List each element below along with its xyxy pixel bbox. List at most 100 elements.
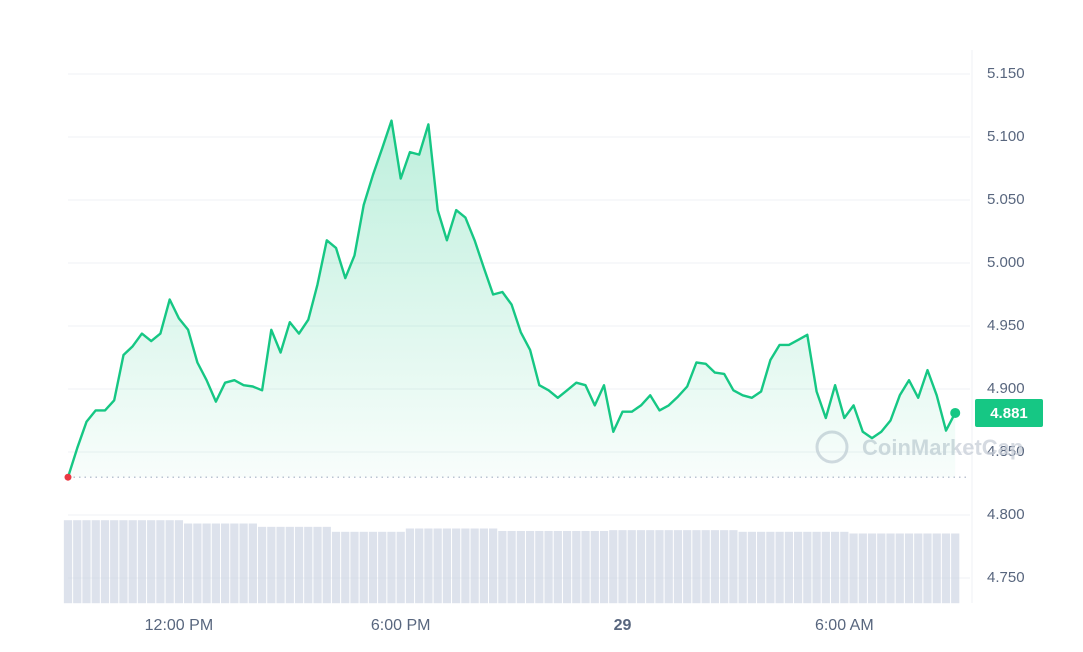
volume-bar (433, 528, 442, 604)
volume-bar (452, 528, 461, 604)
volume-bar (535, 530, 544, 604)
volume-bar (766, 531, 775, 604)
volume-bar (442, 528, 452, 604)
volume-bar (914, 533, 923, 604)
volume-bar (350, 531, 359, 604)
volume-bar (415, 528, 424, 604)
volume-bar (378, 531, 387, 604)
y-tick-label: 4.750 (987, 569, 1025, 586)
price-tag-label: 4.881 (990, 405, 1028, 422)
volume-bar (793, 531, 803, 604)
volume-bar (747, 531, 757, 604)
volume-bar (405, 528, 415, 604)
volume-bar (830, 531, 840, 604)
x-tick-label: 6:00 AM (815, 617, 874, 634)
volume-bar (461, 528, 470, 604)
volume-bar (128, 520, 137, 604)
price-line (66, 119, 957, 478)
volume-bar (368, 531, 378, 604)
volume-bar (110, 520, 119, 604)
x-tick-label: 6:00 PM (371, 617, 431, 634)
volume-bar (220, 523, 230, 604)
volume-bar (618, 530, 627, 604)
volume-bar (396, 531, 405, 604)
volume-bar (489, 528, 498, 604)
volume-bar (609, 530, 618, 604)
volume-bar (91, 520, 100, 604)
y-tick-label: 5.150 (987, 65, 1025, 82)
volume-bar (470, 528, 479, 604)
volume-bar (923, 533, 932, 604)
volume-bar (507, 530, 516, 604)
volume-bar (590, 530, 599, 604)
volume-bar (636, 530, 646, 604)
volume-bar (341, 531, 350, 604)
volume-bar (525, 530, 535, 604)
last-marker (950, 407, 961, 418)
volume-bar (193, 523, 202, 604)
volume-bar (137, 520, 147, 604)
volume-bar (516, 530, 525, 604)
volume-bar (673, 530, 683, 604)
price-tag (975, 398, 1043, 427)
volume-bar (738, 531, 747, 604)
volume-bar (424, 528, 433, 604)
volume-bar (331, 531, 341, 604)
volume-bar (100, 520, 110, 604)
volume-bar (73, 520, 82, 604)
volume-bar (886, 533, 895, 604)
volume-bar (184, 523, 193, 604)
volume-bar (867, 533, 877, 604)
volume-bar (211, 523, 220, 604)
volume-bar (479, 528, 489, 604)
start-marker (64, 473, 72, 481)
price-area (68, 120, 956, 478)
volume-bar (544, 530, 553, 604)
volume-bar (572, 530, 581, 604)
volume-bar (877, 533, 886, 604)
volume-bar (239, 523, 248, 604)
volume-bar (294, 526, 304, 604)
volume-bar (498, 530, 507, 604)
y-tick-label: 5.100 (987, 128, 1025, 145)
volume-bar (276, 526, 285, 604)
volume-bar (599, 530, 609, 604)
volume-bar (710, 530, 720, 604)
x-tick-label: 29 (614, 617, 632, 634)
volume-bar (174, 520, 184, 604)
volume-bar (951, 533, 960, 604)
volume-bar (82, 520, 91, 604)
volume-bar (63, 520, 73, 604)
volume-bar (257, 526, 267, 604)
volume-bar (627, 530, 636, 604)
volume-bar (156, 520, 165, 604)
y-tick-label: 5.000 (987, 254, 1025, 271)
volume-bar (285, 526, 294, 604)
volume-bar (692, 530, 701, 604)
volume-bar (720, 530, 729, 604)
volume-bar (840, 531, 849, 604)
volume-bar (267, 526, 276, 604)
volume-bar (248, 523, 257, 604)
volume-bar (941, 533, 951, 604)
volume-bar (858, 533, 867, 604)
volume-bar (313, 526, 322, 604)
y-tick-label: 4.950 (987, 317, 1025, 334)
volume-bar (757, 531, 766, 604)
volume-bar (387, 531, 396, 604)
volume-bar (165, 520, 174, 604)
y-tick-label: 4.800 (987, 506, 1025, 523)
volume-bar (230, 523, 239, 604)
volume-bar (119, 520, 128, 604)
y-tick-label: 4.900 (987, 380, 1025, 397)
volume-bar (932, 533, 941, 604)
volume-bar (202, 523, 211, 604)
volume-bar (147, 520, 156, 604)
volume-bar (664, 530, 673, 604)
volume-bar (553, 530, 562, 604)
y-tick-label: 4.850 (987, 443, 1025, 460)
volume-bar (701, 530, 710, 604)
y-tick-label: 5.050 (987, 191, 1025, 208)
